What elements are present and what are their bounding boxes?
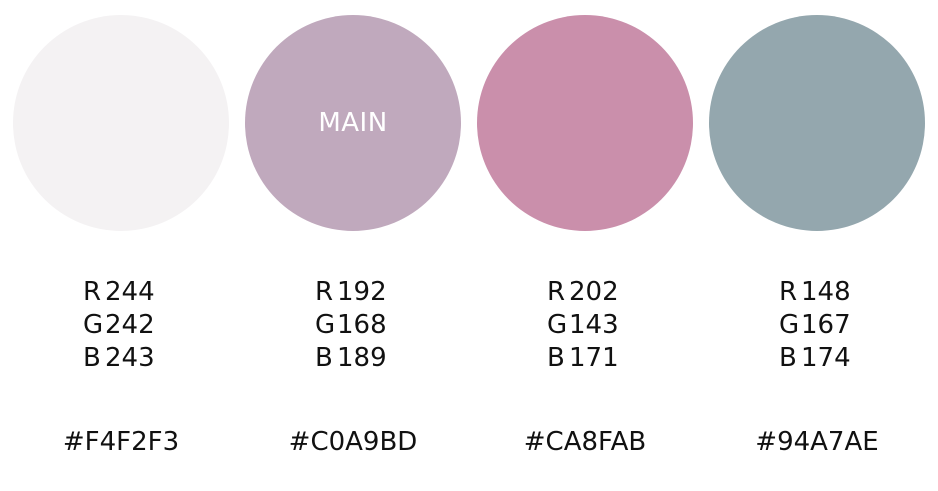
rgb-values-4: R 148 G167 B 174 bbox=[709, 276, 925, 375]
hex-code-2: #C0A9BD bbox=[288, 427, 418, 457]
green-value: 143 bbox=[569, 310, 619, 340]
red-value-line: R 192 bbox=[245, 276, 461, 309]
blue-value-line: B 189 bbox=[245, 342, 461, 375]
green-channel-label: G bbox=[315, 310, 336, 340]
green-value-line: G242 bbox=[13, 309, 229, 342]
rgb-values-1: R 244 G242 B 243 bbox=[13, 276, 229, 375]
red-value: 148 bbox=[801, 277, 851, 307]
red-value-line: R 148 bbox=[709, 276, 925, 309]
hex-code-3: #CA8FAB bbox=[523, 427, 647, 457]
blue-value: 174 bbox=[801, 343, 851, 373]
color-swatch-2: MAIN bbox=[245, 15, 461, 231]
green-value: 242 bbox=[105, 310, 155, 340]
red-channel-label: R bbox=[547, 277, 566, 307]
red-value: 244 bbox=[105, 277, 155, 307]
green-channel-label: G bbox=[779, 310, 800, 340]
green-value-line: G143 bbox=[477, 309, 693, 342]
blue-value-line: B 243 bbox=[13, 342, 229, 375]
blue-channel-label: B bbox=[779, 343, 797, 373]
green-value-line: G168 bbox=[245, 309, 461, 342]
blue-value: 189 bbox=[337, 343, 387, 373]
color-swatch-1 bbox=[13, 15, 229, 231]
blue-value: 171 bbox=[569, 343, 619, 373]
blue-value-line: B 171 bbox=[477, 342, 693, 375]
red-value: 192 bbox=[337, 277, 387, 307]
blue-channel-label: B bbox=[547, 343, 565, 373]
hex-code-1: #F4F2F3 bbox=[62, 427, 180, 457]
blue-value-line: B 174 bbox=[709, 342, 925, 375]
rgb-values-3: R 202 G143 B 171 bbox=[477, 276, 693, 375]
blue-channel-label: B bbox=[83, 343, 101, 373]
color-swatch-4 bbox=[709, 15, 925, 231]
color-swatch-3 bbox=[477, 15, 693, 231]
green-value: 168 bbox=[337, 310, 387, 340]
blue-value: 243 bbox=[105, 343, 155, 373]
red-channel-label: R bbox=[83, 277, 102, 307]
blue-channel-label: B bbox=[315, 343, 333, 373]
green-channel-label: G bbox=[547, 310, 568, 340]
red-channel-label: R bbox=[779, 277, 798, 307]
red-value: 202 bbox=[569, 277, 619, 307]
red-channel-label: R bbox=[315, 277, 334, 307]
red-value-line: R 202 bbox=[477, 276, 693, 309]
red-value-line: R 244 bbox=[13, 276, 229, 309]
hex-code-4: #94A7AE bbox=[755, 427, 879, 457]
rgb-values-2: R 192 G168 B 189 bbox=[245, 276, 461, 375]
green-channel-label: G bbox=[83, 310, 104, 340]
green-value-line: G167 bbox=[709, 309, 925, 342]
main-color-label: MAIN bbox=[318, 108, 388, 138]
green-value: 167 bbox=[801, 310, 851, 340]
